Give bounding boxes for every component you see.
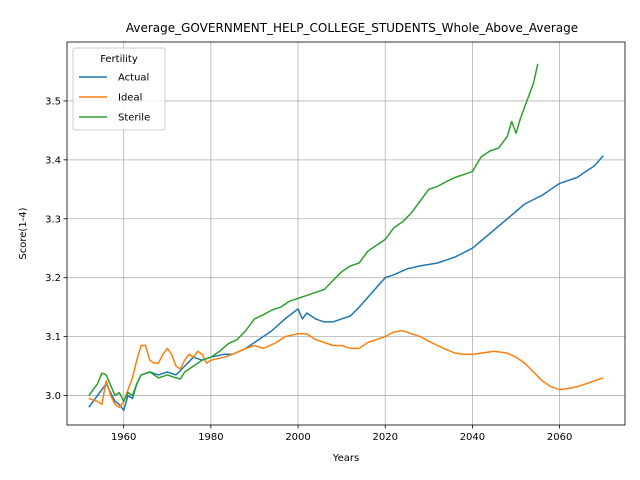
legend-label-actual: Actual: [118, 73, 149, 84]
y-tick-label: 3.5: [45, 96, 61, 107]
x-tick-label: 2060: [547, 432, 572, 443]
grid: [67, 42, 625, 425]
x-axis-label: Years: [332, 453, 359, 464]
legend: Fertility Actual Ideal Sterile: [72, 47, 166, 131]
legend-label-sterile: Sterile: [118, 113, 150, 124]
y-tick-label: 3.4: [45, 155, 61, 166]
y-tick-label: 3.3: [45, 214, 61, 225]
plot-area-frame: [66, 41, 626, 426]
x-tick-label: 1980: [198, 432, 223, 443]
y-tick-label: 3.1: [45, 332, 61, 343]
y-tick-label: 3.2: [45, 273, 61, 284]
x-tick-label: 2000: [285, 432, 310, 443]
chart-title: Average_GOVERNMENT_HELP_COLLEGE_STUDENTS…: [126, 21, 578, 35]
axis-ticks: 1960 1980 2000 2020 2040 2060 3.0 3.1 3.2 3.3 3.4 3…: [45, 96, 572, 443]
series-lines: [88, 63, 604, 412]
x-tick-label: 2040: [460, 432, 485, 443]
x-tick-label: 1960: [111, 432, 136, 443]
legend-box: [72, 47, 166, 131]
y-axis-label: Score(1-4): [18, 207, 29, 259]
x-tick-label: 2020: [373, 432, 398, 443]
legend-title: Fertility: [100, 54, 138, 65]
series-line-sterile: [88, 63, 539, 403]
series-line-ideal: [88, 329, 604, 409]
y-tick-label: 3.0: [45, 391, 61, 402]
legend-label-ideal: Ideal: [118, 93, 142, 104]
